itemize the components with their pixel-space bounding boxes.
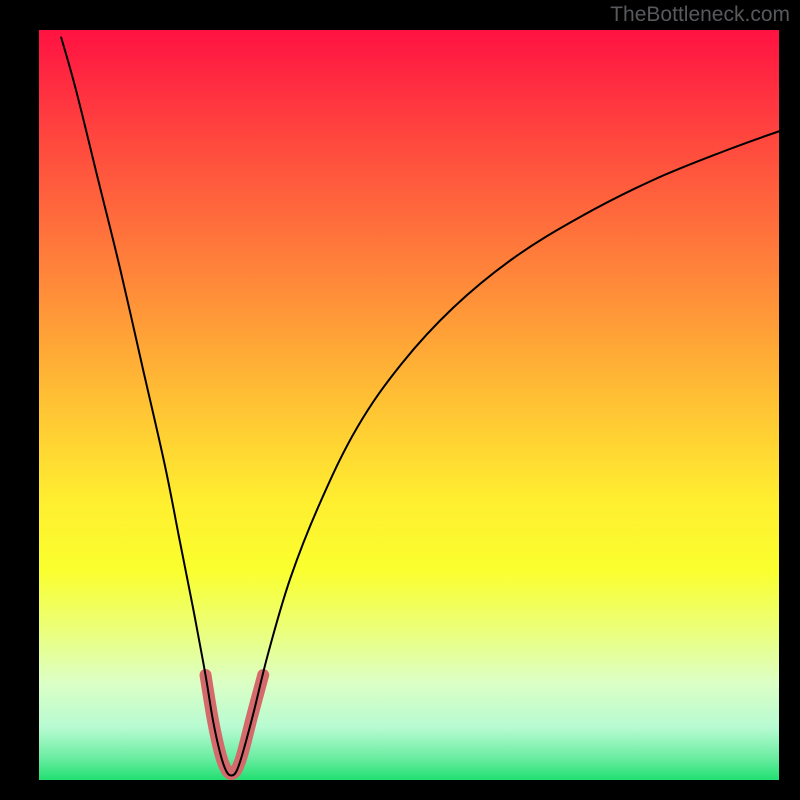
- chart-overlay: [39, 30, 779, 780]
- watermark-text: TheBottleneck.com: [610, 3, 790, 27]
- curve-path: [61, 38, 779, 776]
- plot-area: [39, 30, 779, 780]
